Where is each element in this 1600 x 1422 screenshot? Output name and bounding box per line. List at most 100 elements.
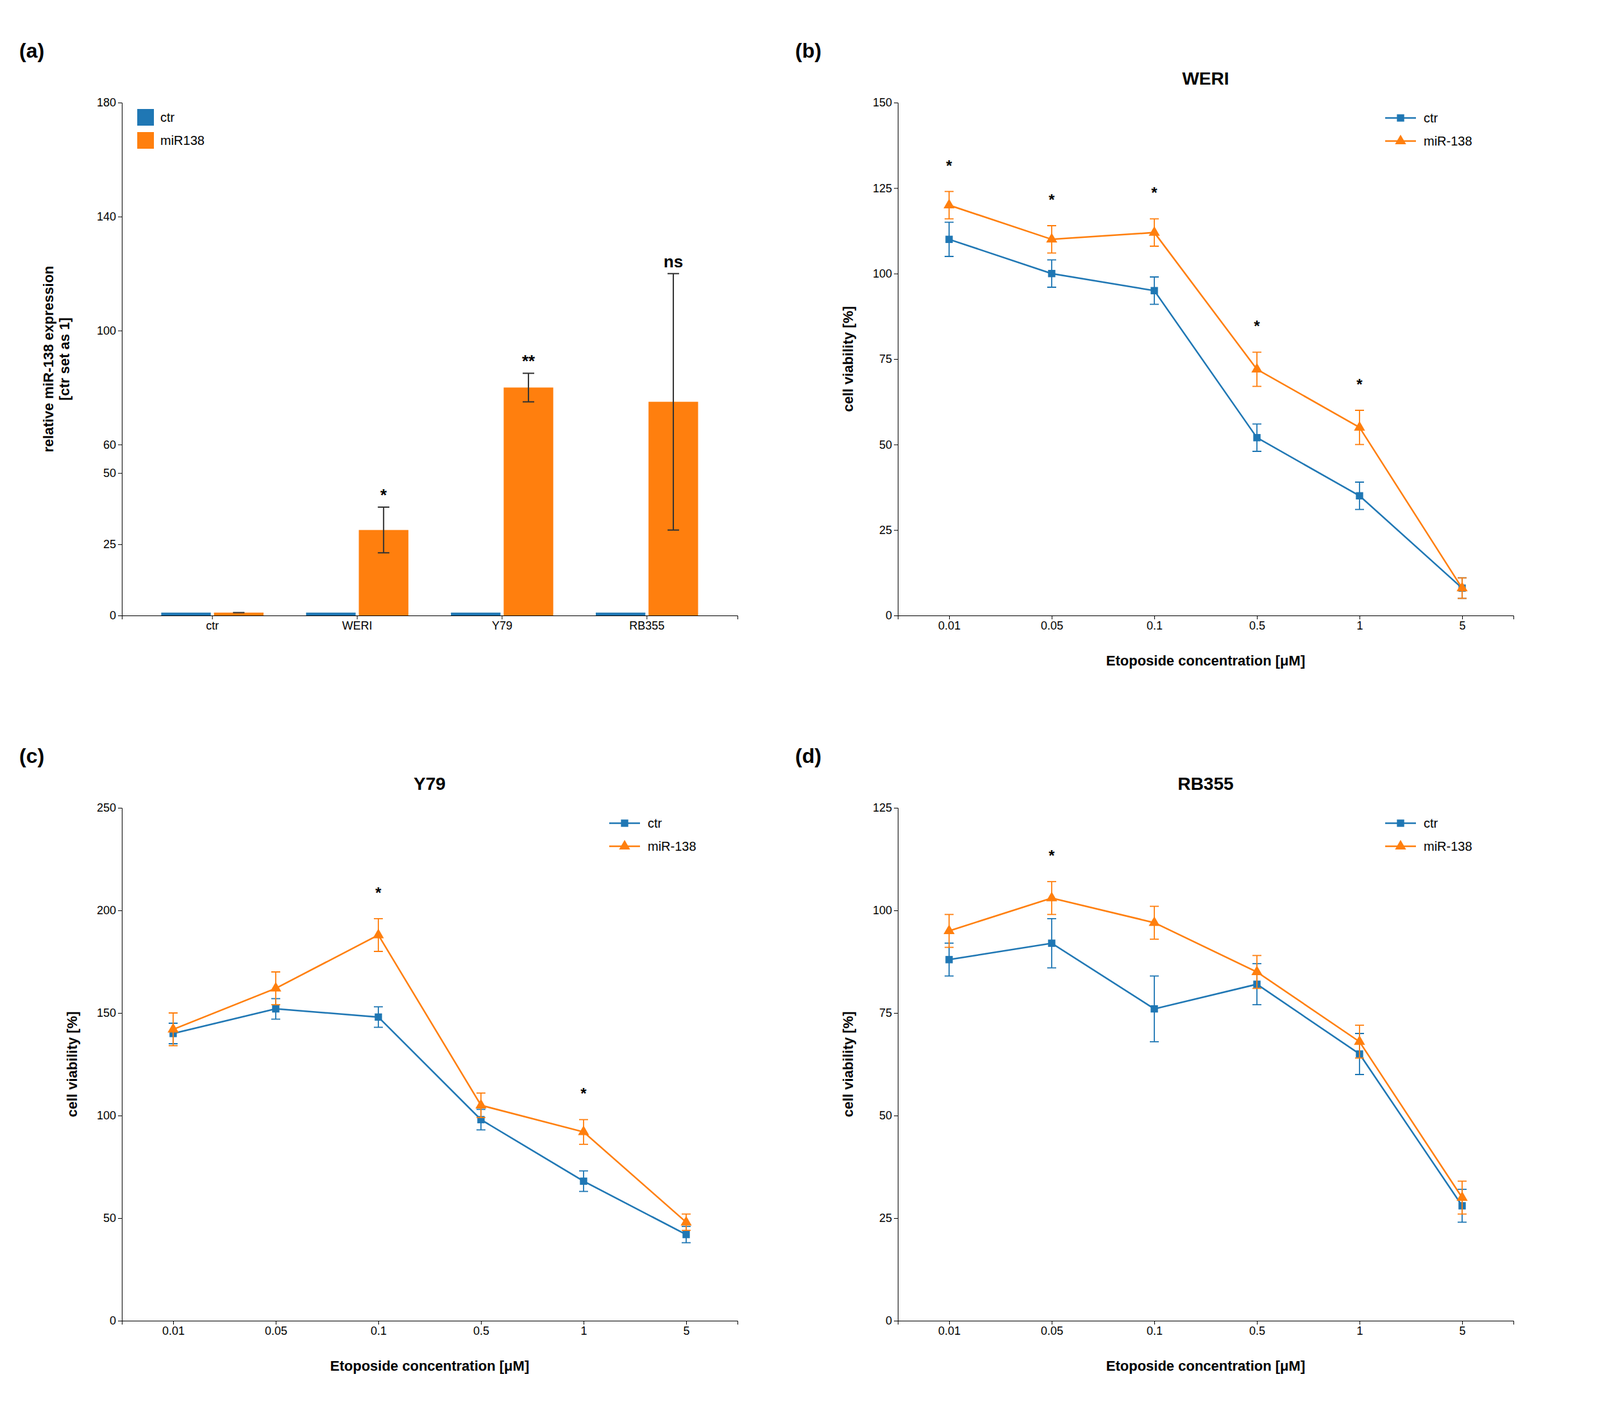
marker: [945, 956, 953, 964]
significance-label: *: [375, 884, 382, 902]
y-tick: 0: [885, 609, 898, 623]
y-tick: 25: [879, 1212, 898, 1225]
y-tick: 180: [96, 96, 122, 110]
x-tick: 5: [682, 1321, 690, 1338]
legend-item: ctr: [1385, 816, 1439, 831]
panel: *0.010.050.10.5150255075100125ctrmiR-138…: [795, 744, 1515, 1375]
marker: [1150, 287, 1158, 295]
significance-label: *: [1048, 847, 1055, 865]
y-tick: 250: [96, 801, 122, 815]
y-tick: 200: [96, 904, 122, 918]
marker: [1251, 965, 1263, 976]
line: [949, 943, 1463, 1207]
axis-line: [893, 808, 899, 1322]
axis-line: [898, 1321, 1515, 1326]
tick-label: 100: [96, 324, 117, 338]
panel: *****0.010.050.10.5150255075100125150ctr…: [795, 39, 1515, 669]
legend-item: miR-138: [609, 839, 697, 854]
tick-mark: [893, 102, 898, 104]
y-tick: 100: [96, 1109, 122, 1123]
tick-mark: [893, 1321, 898, 1322]
tick-label: 0.5: [473, 1324, 490, 1338]
error-bar: [373, 1006, 383, 1028]
tick-label: 0: [109, 1314, 117, 1328]
tick-label: 200: [96, 904, 117, 918]
tick-label: 50: [879, 1109, 893, 1123]
marker: [1150, 1005, 1158, 1013]
legend-swatch: [137, 132, 154, 149]
panel-label: (d): [795, 744, 822, 768]
tick-mark: [893, 359, 898, 360]
tick-label: 125: [872, 182, 893, 195]
legend-label: ctr: [647, 816, 663, 831]
y-tick: 125: [872, 182, 898, 195]
tick-mark: [893, 1218, 898, 1220]
title: WERI: [1181, 68, 1229, 89]
tick-label: 0.01: [938, 619, 961, 633]
y-axis: 0 50 100 150 200 250: [96, 801, 123, 1328]
marker: [682, 1231, 690, 1239]
x-axis-title: Etoposide concentration [μM]: [1106, 1358, 1306, 1375]
tick-label: 0.05: [1040, 619, 1064, 633]
panel-label: (b): [795, 39, 822, 63]
tick-label: 5: [682, 1324, 690, 1338]
y-tick: 75: [879, 352, 898, 366]
title: Y79: [413, 774, 446, 794]
marker: [1045, 232, 1057, 243]
plot-area: [167, 918, 692, 1244]
significance-label: **: [522, 351, 536, 371]
error-bar: [522, 373, 535, 402]
legend-marker: [620, 819, 628, 827]
x-tick: RB355: [629, 615, 665, 633]
legend-label: ctr: [1423, 816, 1439, 831]
legend-label: miR138: [160, 133, 205, 148]
tick-label: 5: [1458, 1324, 1466, 1338]
x-tick: 0.01: [938, 615, 961, 633]
marker: [577, 1126, 589, 1136]
marker: [943, 198, 955, 209]
y-tick: 50: [103, 1212, 122, 1225]
tick-label: 150: [96, 1006, 117, 1020]
legend-marker: [1394, 840, 1406, 850]
plot-area: [160, 273, 698, 616]
line: [949, 205, 1463, 589]
tick-label: 100: [872, 904, 893, 918]
tick-label: 0.01: [938, 1324, 961, 1338]
significance-label: *: [580, 1085, 587, 1103]
bar: [160, 613, 211, 616]
tick-label: 1: [1356, 1324, 1363, 1338]
bar: [595, 613, 646, 616]
annotation-layer: *: [1048, 847, 1055, 865]
tick-label: RB355: [629, 619, 665, 633]
tick-label: 75: [879, 352, 893, 366]
legend-marker: [1396, 114, 1404, 122]
x-tick: 0.01: [938, 1321, 961, 1338]
x-tick: 0.05: [264, 1321, 288, 1338]
legend-marker: [1394, 134, 1406, 145]
legend-label: miR-138: [647, 839, 697, 854]
axis-line: [122, 1321, 739, 1326]
y-axis: 0255075100125150: [872, 96, 899, 623]
tick-label: 0.01: [162, 1324, 185, 1338]
x-axis-title: Etoposide concentration [μM]: [1106, 652, 1306, 669]
y-axis: 0255060100140180: [96, 96, 123, 623]
legend-swatch: [137, 109, 154, 126]
tick-label: 125: [872, 801, 893, 815]
tick-mark: [117, 1115, 122, 1117]
x-tick: 5: [1458, 615, 1466, 633]
tick-label: 75: [879, 1006, 893, 1020]
tick-mark: [117, 444, 122, 446]
x-tick: 5: [1458, 1321, 1466, 1338]
significance-label: *: [945, 157, 953, 175]
tick-label: 0.5: [1249, 619, 1266, 633]
tick-label: 250: [96, 801, 117, 815]
tick-mark: [117, 1013, 122, 1014]
significance-label: *: [1356, 375, 1363, 394]
significance-label: *: [1151, 184, 1158, 202]
tick-mark: [117, 473, 122, 474]
legend-label: ctr: [1423, 110, 1439, 126]
tick-label: 100: [872, 267, 893, 281]
bar: [214, 613, 264, 616]
error-bar: [1149, 277, 1159, 305]
tick-mark: [117, 544, 122, 546]
